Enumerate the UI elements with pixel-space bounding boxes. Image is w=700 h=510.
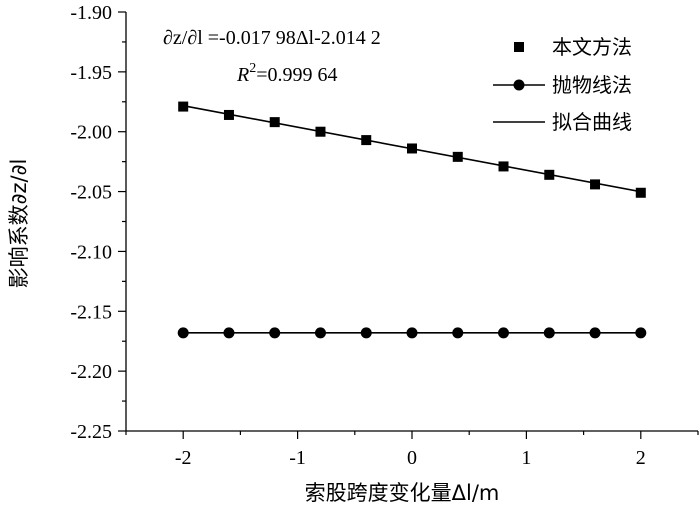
circle-marker bbox=[269, 327, 281, 339]
y-tick-label: -2.20 bbox=[70, 361, 112, 383]
square-marker bbox=[590, 179, 601, 190]
equation-annotation: ∂z/∂l =-0.017 98Δl-2.014 2 bbox=[163, 27, 381, 49]
legend-circle-marker bbox=[513, 79, 525, 91]
series-layer bbox=[177, 101, 647, 339]
circle-marker bbox=[635, 327, 647, 339]
y-tick-label: -2.15 bbox=[70, 301, 112, 323]
square-marker bbox=[178, 101, 189, 112]
y-tick-label: -2.25 bbox=[70, 421, 112, 443]
y-ticks: -1.90 -1.95 -2.00 -2.05 -2.10 -2.15 -2.20 -2.25 bbox=[70, 2, 126, 443]
square-marker bbox=[635, 187, 646, 198]
y-tick-label: -2.05 bbox=[70, 182, 112, 204]
legend-label: 抛物线法 bbox=[552, 73, 632, 97]
x-tick-label: 0 bbox=[407, 447, 417, 469]
x-tick-label: 1 bbox=[521, 447, 531, 469]
series-line-3 bbox=[183, 104, 641, 193]
circle-marker bbox=[314, 327, 326, 339]
y-tick-label: -2.10 bbox=[70, 241, 112, 263]
y-tick-label: -2.00 bbox=[70, 122, 112, 144]
circle-marker bbox=[498, 327, 510, 339]
x-axis-title: 索股跨度变化量Δl/m bbox=[305, 481, 500, 505]
x-ticks: -2 -1 0 1 2 bbox=[125, 431, 699, 469]
circle-marker bbox=[589, 327, 601, 339]
circle-marker bbox=[223, 327, 235, 339]
circle-marker bbox=[543, 327, 555, 339]
legend-square-marker bbox=[514, 42, 524, 52]
circle-marker bbox=[406, 327, 418, 339]
r-squared-annotation: R2=0.999 64 bbox=[236, 61, 338, 86]
y-axis-title: 影响系数∂z/∂l bbox=[7, 159, 31, 289]
y-tick-label: -1.90 bbox=[70, 2, 112, 24]
legend-label: 拟合曲线 bbox=[552, 110, 632, 134]
circle-marker bbox=[360, 327, 372, 339]
x-tick-label: 2 bbox=[636, 447, 646, 469]
circle-marker bbox=[452, 327, 464, 339]
circle-marker bbox=[177, 327, 189, 339]
x-tick-label: -1 bbox=[289, 447, 306, 469]
x-tick-label: -2 bbox=[175, 447, 192, 469]
y-tick-label: -1.95 bbox=[70, 62, 112, 84]
legend-label: 本文方法 bbox=[552, 35, 632, 59]
